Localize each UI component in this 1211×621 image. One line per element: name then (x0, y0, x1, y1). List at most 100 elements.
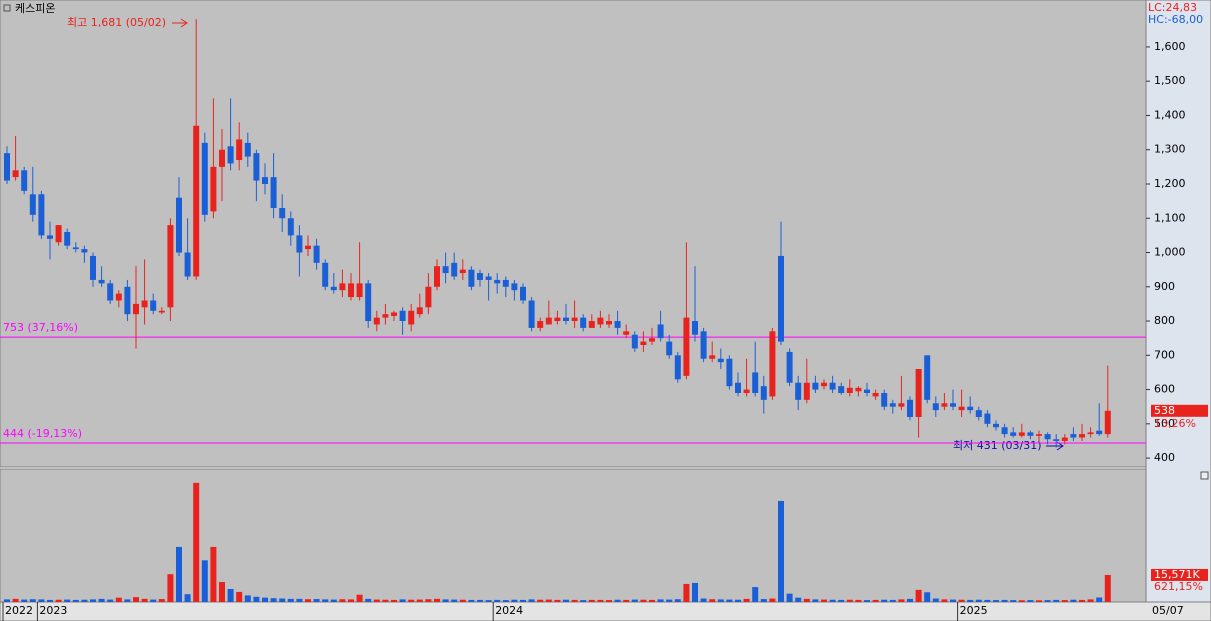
candle-body (219, 149, 225, 167)
volume-bar (90, 599, 96, 602)
volume-bar (631, 599, 638, 602)
volume-bar (373, 599, 380, 602)
volume-bar (769, 598, 776, 602)
candle-body (485, 276, 492, 280)
candle-body (1053, 439, 1060, 441)
volume-bar (193, 482, 200, 602)
volume-bar (786, 593, 793, 602)
candle-body (881, 392, 888, 407)
candle-body (176, 197, 182, 253)
volume-bar (391, 599, 397, 602)
candle-body (373, 317, 380, 325)
x-tick-label: 2023 (39, 604, 67, 617)
volume-bar (29, 599, 36, 602)
candle-body (451, 262, 458, 277)
candle-body (898, 403, 905, 407)
volume-bar (270, 598, 277, 602)
candle-body (838, 386, 845, 393)
candle-body (434, 266, 440, 287)
candle-body (365, 283, 372, 322)
candle-body (915, 369, 922, 417)
candle-body (98, 279, 105, 284)
candle-body (769, 331, 776, 397)
x-tick-label: 2025 (960, 604, 988, 617)
volume-bar (537, 599, 544, 602)
x-tick-label: 2022 (5, 604, 33, 617)
candle-body (29, 194, 36, 215)
volume-bar (520, 599, 526, 602)
candle-body (657, 324, 664, 339)
volume-bar (416, 599, 423, 602)
candle-body (795, 382, 802, 400)
candle-body (262, 177, 268, 184)
volume-bar (1027, 600, 1034, 602)
volume-bar (330, 599, 337, 602)
volume-bar (743, 598, 750, 602)
volume-bar (726, 599, 733, 602)
volume-bar (984, 599, 991, 602)
candle-body (1010, 432, 1017, 436)
candle-body (803, 382, 810, 400)
candle-body (984, 413, 991, 424)
candle-body (348, 283, 354, 298)
volume-bar (795, 597, 802, 602)
candle-body (588, 321, 595, 328)
volume-bar (657, 599, 664, 602)
x-tick-label: 2024 (495, 604, 523, 617)
candle-body (494, 279, 501, 284)
candle-body (201, 142, 208, 215)
volume-bar (1104, 574, 1111, 602)
candle-body (760, 386, 767, 400)
candle-body (950, 403, 956, 407)
candle-body (502, 279, 509, 287)
y-tick-label: 800 (1154, 314, 1175, 327)
candle-body (683, 317, 690, 376)
candle-body (1018, 432, 1025, 436)
y-tick-label: 600 (1154, 383, 1175, 396)
volume-bar (563, 599, 569, 602)
candle-body (141, 300, 148, 308)
volume-bar (1087, 599, 1094, 602)
candle-body (133, 303, 139, 315)
volume-bar (588, 599, 595, 602)
volume-bar (571, 599, 578, 602)
candle-body (253, 153, 260, 181)
volume-box (1151, 568, 1208, 581)
volume-bar (709, 599, 716, 602)
volume-bar (150, 599, 157, 602)
lc-label: LC:24,83 (1148, 1, 1197, 14)
candle-body (1061, 437, 1068, 441)
icon[interactable] (1200, 471, 1209, 480)
candle-body (735, 382, 741, 393)
candle-body (305, 245, 311, 250)
right-axis (1145, 0, 1211, 603)
candle-body (158, 310, 165, 313)
y-tick-label: 700 (1154, 348, 1175, 361)
y-tick-label: 500 (1154, 417, 1175, 430)
volume-bar (606, 600, 612, 602)
volume-bar (176, 546, 182, 602)
change-label: 13,26% (1154, 417, 1196, 430)
volume-bar (313, 599, 320, 602)
candle-body (356, 283, 363, 298)
volume-bar (115, 597, 122, 602)
candle-body (855, 387, 862, 392)
volume-bar (1018, 600, 1025, 602)
volume-bar (64, 599, 71, 602)
candle-body (55, 225, 62, 243)
candle-body (81, 249, 88, 253)
y-tick-label: 1,400 (1154, 108, 1186, 121)
volume-bar (210, 546, 217, 602)
volume-bar (580, 600, 587, 602)
candle-body (1104, 410, 1111, 435)
candle-body (21, 170, 28, 191)
y-tick-label: 1,000 (1154, 246, 1186, 259)
candle-body (545, 317, 552, 325)
volume-panel (0, 468, 1147, 603)
candle-body (967, 406, 974, 411)
candle-body (227, 146, 234, 164)
candle-body (270, 177, 277, 208)
candle-body (812, 382, 819, 390)
volume-bar (623, 599, 630, 602)
volume-bar (511, 599, 518, 602)
